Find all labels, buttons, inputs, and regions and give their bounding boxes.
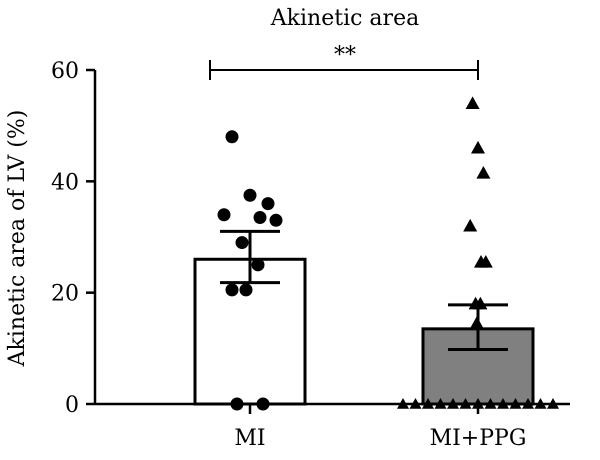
data-point [478,255,493,268]
data-point [261,197,275,211]
data-point [269,213,283,227]
x-tick-label: MI [234,426,265,451]
significance-bracket: ** [209,43,479,80]
data-point [217,208,231,222]
data-point [473,296,488,310]
y-tick-label: 40 [51,170,79,195]
data-point [471,140,485,154]
data-points [217,96,559,411]
x-tick-label: MI+PPG [430,426,527,451]
data-point [225,283,239,297]
chart-title: Akinetic area [270,6,419,31]
data-point [253,211,267,225]
data-point [235,236,249,250]
y-tick-label: 0 [65,393,79,418]
x-axis: MI MI+PPG [95,402,570,451]
y-axis-title: Akinetic area of LV (%) [5,110,30,368]
data-point [469,316,484,329]
y-tick-label: 20 [51,282,79,307]
bars [193,257,535,406]
significance-label: ** [334,43,356,68]
y-tick-label: 60 [51,59,79,84]
data-point [243,188,257,202]
data-point [476,165,491,179]
data-point [239,283,253,297]
data-point [465,96,480,109]
data-point [251,258,265,272]
y-axis: 0 20 40 60 [51,59,97,418]
data-point [225,130,239,144]
data-point [463,218,478,232]
